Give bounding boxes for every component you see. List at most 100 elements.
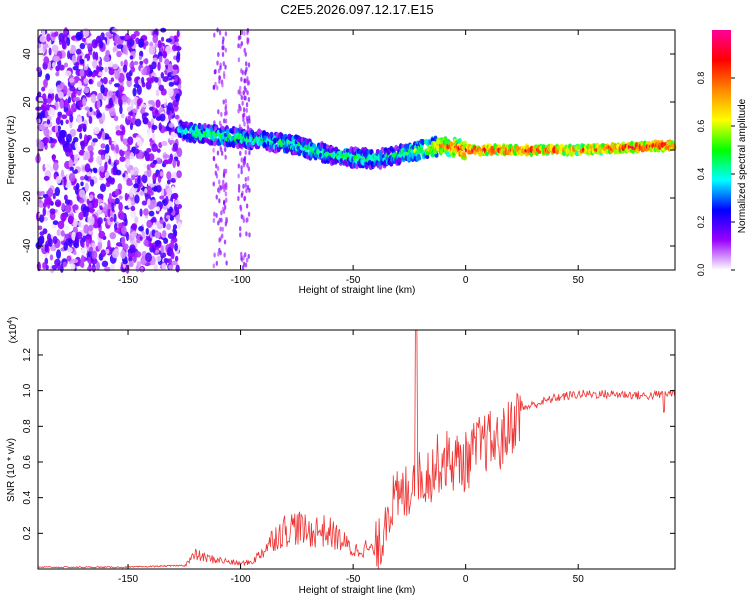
spectrogram-noise-cell xyxy=(129,169,134,176)
spectrogram-noise-cell xyxy=(240,169,243,175)
spectrogram-noise-cell xyxy=(237,43,240,49)
spectrogram-noise-cell xyxy=(56,249,62,260)
spectrogram-noise-cell xyxy=(127,198,132,209)
spectrogram-noise-cell xyxy=(220,217,223,223)
spectrogram-noise-cell xyxy=(41,86,46,92)
spectrogram-noise-cell xyxy=(159,195,165,200)
spectrogram-noise-cell xyxy=(167,87,174,97)
colorbar-gradient xyxy=(712,30,731,270)
spectrogram-noise-cell xyxy=(213,32,216,38)
spectrogram-noise-cell xyxy=(223,252,226,258)
spectrogram-noise-cell xyxy=(244,87,248,93)
spectrogram-noise-cloud xyxy=(35,26,251,274)
spectrogram-noise-cell xyxy=(168,206,174,213)
spectrogram-noise-cell xyxy=(121,125,126,136)
colorbar-tick-label: 0.0 xyxy=(696,264,706,277)
snr-multiplier-base: (x10 xyxy=(8,323,19,343)
spectrogram-noise-cell xyxy=(96,99,101,109)
spectrogram-ridge-cell xyxy=(417,156,422,161)
spectrogram-noise-cell xyxy=(237,108,240,114)
spectrogram-noise-cell xyxy=(57,220,65,230)
spectrogram-noise-cell xyxy=(79,175,85,181)
spectrogram-noise-cell xyxy=(156,255,162,262)
spectrogram-noise-cell xyxy=(68,172,76,182)
spectrogram-noise-cell xyxy=(216,85,219,91)
spectrogram-noise-cell xyxy=(166,258,170,263)
snr-x-tick-label: -50 xyxy=(346,574,361,585)
spectrogram-noise-cell xyxy=(131,223,138,231)
spectrogram-noise-cell xyxy=(153,186,158,192)
spectrogram-noise-cell xyxy=(224,146,227,152)
spectrogram-noise-cell xyxy=(157,39,162,49)
spectrogram-noise-cell xyxy=(61,39,67,49)
snr-multiplier: (x104) xyxy=(7,317,19,344)
spectrogram-noise-cell xyxy=(129,152,135,160)
spectrogram-noise-cell xyxy=(243,195,247,201)
spectrogram-noise-cell xyxy=(133,83,140,88)
spectrogram-noise-cell xyxy=(212,181,215,187)
spectrogram-noise-cell xyxy=(87,43,93,50)
spectrogram-noise-cell xyxy=(222,118,226,124)
spectrogram-noise-cell xyxy=(224,118,228,124)
spectrogram-noise-cell xyxy=(88,246,94,253)
spectrogram-noise-cell xyxy=(247,37,250,43)
spectrogram-noise-cell xyxy=(77,80,82,91)
spectrogram-noise-cell xyxy=(160,252,167,259)
spectrogram-noise-cell xyxy=(64,70,72,77)
spectrogram-noise-cell xyxy=(242,90,245,96)
spectrogram-noise-cell xyxy=(54,186,60,197)
spectrogram-noise-cell xyxy=(152,159,158,165)
spectrogram-noise-cell xyxy=(145,227,149,235)
spectrogram-noise-cell xyxy=(44,163,52,169)
spectrogram-noise-cell xyxy=(143,163,148,168)
spectrogram-noise-cell xyxy=(159,113,166,122)
spectrogram-noise-cell xyxy=(69,114,74,123)
spectrogram-noise-cell xyxy=(239,43,242,49)
spectrogram-noise-cell xyxy=(147,198,151,206)
spectrogram-noise-cell xyxy=(73,242,80,249)
spectrogram-noise-cell xyxy=(222,208,226,214)
spectrogram-noise-cell xyxy=(162,160,170,165)
spectrogram-noise-cell xyxy=(97,217,103,225)
spectrogram-noise-cell xyxy=(98,60,103,67)
spectrogram-noise-cell xyxy=(48,238,53,247)
spectrogram-noise-cell xyxy=(92,51,96,60)
spectrogram-noise-cell xyxy=(99,183,107,192)
spectrogram-noise-cell xyxy=(112,46,117,53)
spectrogram-noise-cell xyxy=(80,254,85,264)
spectrogram-noise-cell xyxy=(96,261,101,271)
spectrogram-ridge-cell xyxy=(406,155,411,162)
spectrogram-noise-cell xyxy=(247,176,250,182)
spectrogram-noise-cell xyxy=(167,232,175,239)
spectrogram-noise-cell xyxy=(152,34,159,44)
spectrogram-noise-cell xyxy=(141,76,145,85)
spectrogram-noise-cell xyxy=(42,202,48,208)
spectrogram-noise-cell xyxy=(159,64,166,72)
spectrogram-noise-cell xyxy=(105,248,110,254)
spectrogram-noise-cell xyxy=(44,243,49,253)
spectrogram-noise-cell xyxy=(212,217,216,223)
spectrogram-noise-cell xyxy=(104,171,110,178)
spectrogram-noise-cell xyxy=(247,166,251,172)
spectrogram-noise-cell xyxy=(79,68,85,77)
spectrogram-x-ticks: -150 -100 -50 0 50 xyxy=(118,30,584,286)
spectrogram-noise-cell xyxy=(175,93,180,103)
spectrogram-noise-cell xyxy=(214,170,218,176)
spectrogram-noise-cell xyxy=(225,110,228,116)
spectrogram-noise-cell xyxy=(83,224,90,234)
spectrogram-noise-cell xyxy=(154,240,162,245)
spectrogram-noise-cell xyxy=(240,214,243,220)
spectrogram-noise-cell xyxy=(97,209,102,215)
colorbar-tick-label: 0.8 xyxy=(696,72,706,85)
spectrogram-noise-cell xyxy=(54,124,59,133)
spectrogram-noise-cell xyxy=(85,37,93,44)
snr-y-tick-label: 1.2 xyxy=(22,348,33,362)
spectrogram-ridge-cell xyxy=(357,154,362,160)
spectrogram-noise-cell xyxy=(221,184,224,190)
spectrogram-noise-cell xyxy=(224,191,228,197)
spectrogram-noise-cell xyxy=(243,95,246,101)
spectrogram-noise-cell xyxy=(91,39,98,49)
spectrogram-noise-cell xyxy=(111,202,115,212)
spectrogram-noise-cell xyxy=(223,204,227,210)
spectrogram-noise-cell xyxy=(96,198,103,204)
